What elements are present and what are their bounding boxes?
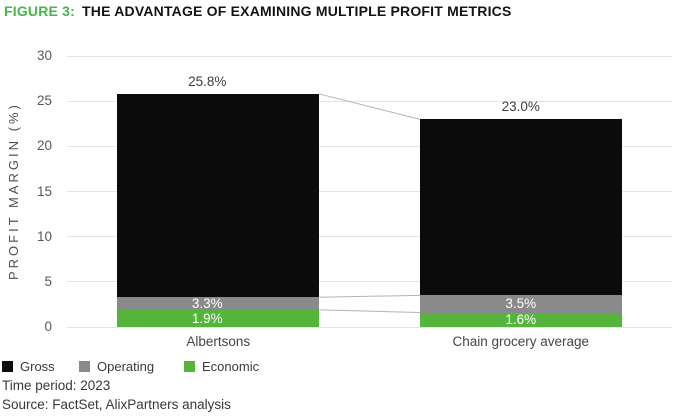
legend-item-economic: Economic (184, 359, 260, 374)
operating-value-label: 3.5% (505, 296, 537, 312)
gross-value-label: 23.0% (501, 99, 540, 115)
legend-label-operating: Operating (97, 359, 155, 374)
plot-area: 25.8% 3.3% 1.9% 23.0% 3.5% 1.6% (67, 55, 672, 328)
figure-number-label: FIGURE 3: (4, 3, 76, 19)
connector-line (319, 93, 420, 120)
figure-title-text: THE ADVANTAGE OF EXAMINING MULTIPLE PROF… (82, 3, 512, 19)
bar-albertsons (117, 93, 320, 327)
legend-label-economic: Economic (202, 359, 260, 374)
operating-value-label: 3.3% (191, 296, 223, 312)
bar-chain-grocery-average (419, 119, 622, 327)
gridline (67, 191, 672, 192)
y-axis-tick-label: 30 (36, 48, 52, 63)
connector-line (319, 309, 420, 314)
chart-footer: Time period: 2023 Source: FactSet, AlixP… (2, 377, 231, 414)
y-axis-tick-label: 0 (44, 319, 52, 334)
legend-item-operating: Operating (79, 359, 155, 374)
legend-swatch-economic (184, 361, 195, 372)
gridline (67, 236, 672, 238)
gridline (67, 55, 672, 57)
y-axis-tick-label: 25 (36, 93, 52, 109)
economic-value-label: 1.6% (505, 312, 537, 328)
gridline (67, 326, 672, 328)
source-note: Source: FactSet, AlixPartners analysis (2, 396, 231, 412)
legend-swatch-operating (79, 361, 90, 372)
gross-value-label: 25.8% (188, 73, 227, 89)
chart-title: FIGURE 3: THE ADVANTAGE OF EXAMINING MULT… (4, 3, 512, 19)
legend-item-gross: Gross (2, 359, 55, 374)
time-period-note: Time period: 2023 (2, 378, 111, 393)
y-axis-tick-label: 10 (36, 228, 52, 244)
y-axis-tick-label: 5 (44, 273, 52, 289)
connector-line (319, 294, 420, 298)
y-axis-tick-label: 15 (36, 183, 52, 199)
gridline (67, 145, 672, 147)
legend-label-gross: Gross (20, 359, 55, 374)
x-axis-category-label: Albertsons (186, 334, 251, 349)
economic-segment (117, 309, 320, 327)
gridline (67, 281, 672, 283)
economic-segment (419, 312, 622, 327)
x-axis-category-label: Chain grocery average (452, 334, 590, 349)
y-axis-tick-label: 20 (36, 138, 52, 154)
legend-swatch-gross (2, 361, 13, 372)
economic-value-label: 1.9% (191, 310, 223, 326)
